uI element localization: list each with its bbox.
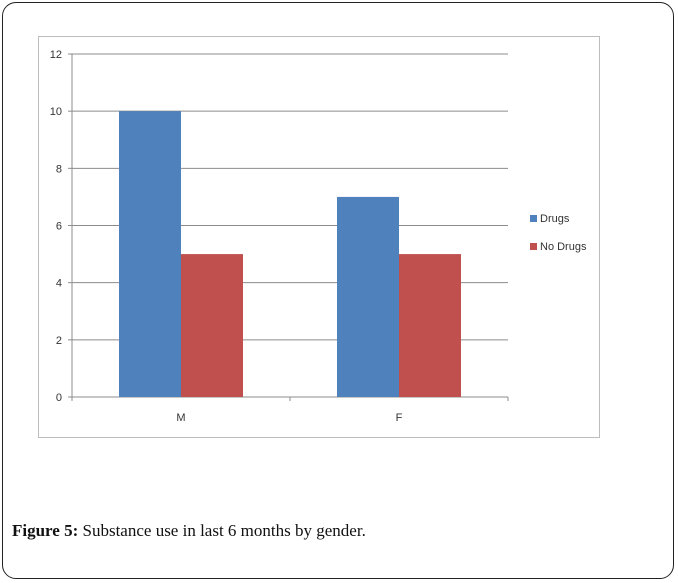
legend-swatch <box>530 215 537 222</box>
y-tick-label: 6 <box>56 221 62 233</box>
bar-no-drugs-f <box>399 254 461 397</box>
y-tick-label: 0 <box>56 392 62 404</box>
x-tick-label: M <box>176 412 185 424</box>
x-tick-label: F <box>396 412 403 424</box>
tick-labels: 0 2 4 6 8 10 12 M F <box>50 49 403 424</box>
y-tick-label: 4 <box>56 278 62 290</box>
legend-label: No Drugs <box>540 241 587 253</box>
bar-drugs-m <box>119 111 181 398</box>
figure-caption-text: Substance use in last 6 months by gender… <box>78 521 366 540</box>
figure-caption-label: Figure 5: <box>12 521 79 540</box>
figure-caption: Figure 5: Substance use in last 6 months… <box>12 521 652 541</box>
bar-drugs-f <box>337 196 399 397</box>
y-tick-label: 8 <box>56 163 62 175</box>
bars <box>119 111 461 398</box>
legend-label: Drugs <box>540 213 570 225</box>
y-tick-label: 12 <box>50 49 62 61</box>
bar-no-drugs-m <box>181 254 243 397</box>
legend: Drugs No Drugs <box>530 213 587 253</box>
y-tick-label: 2 <box>56 335 62 347</box>
y-tick-label: 10 <box>50 106 62 118</box>
legend-swatch <box>530 243 537 250</box>
